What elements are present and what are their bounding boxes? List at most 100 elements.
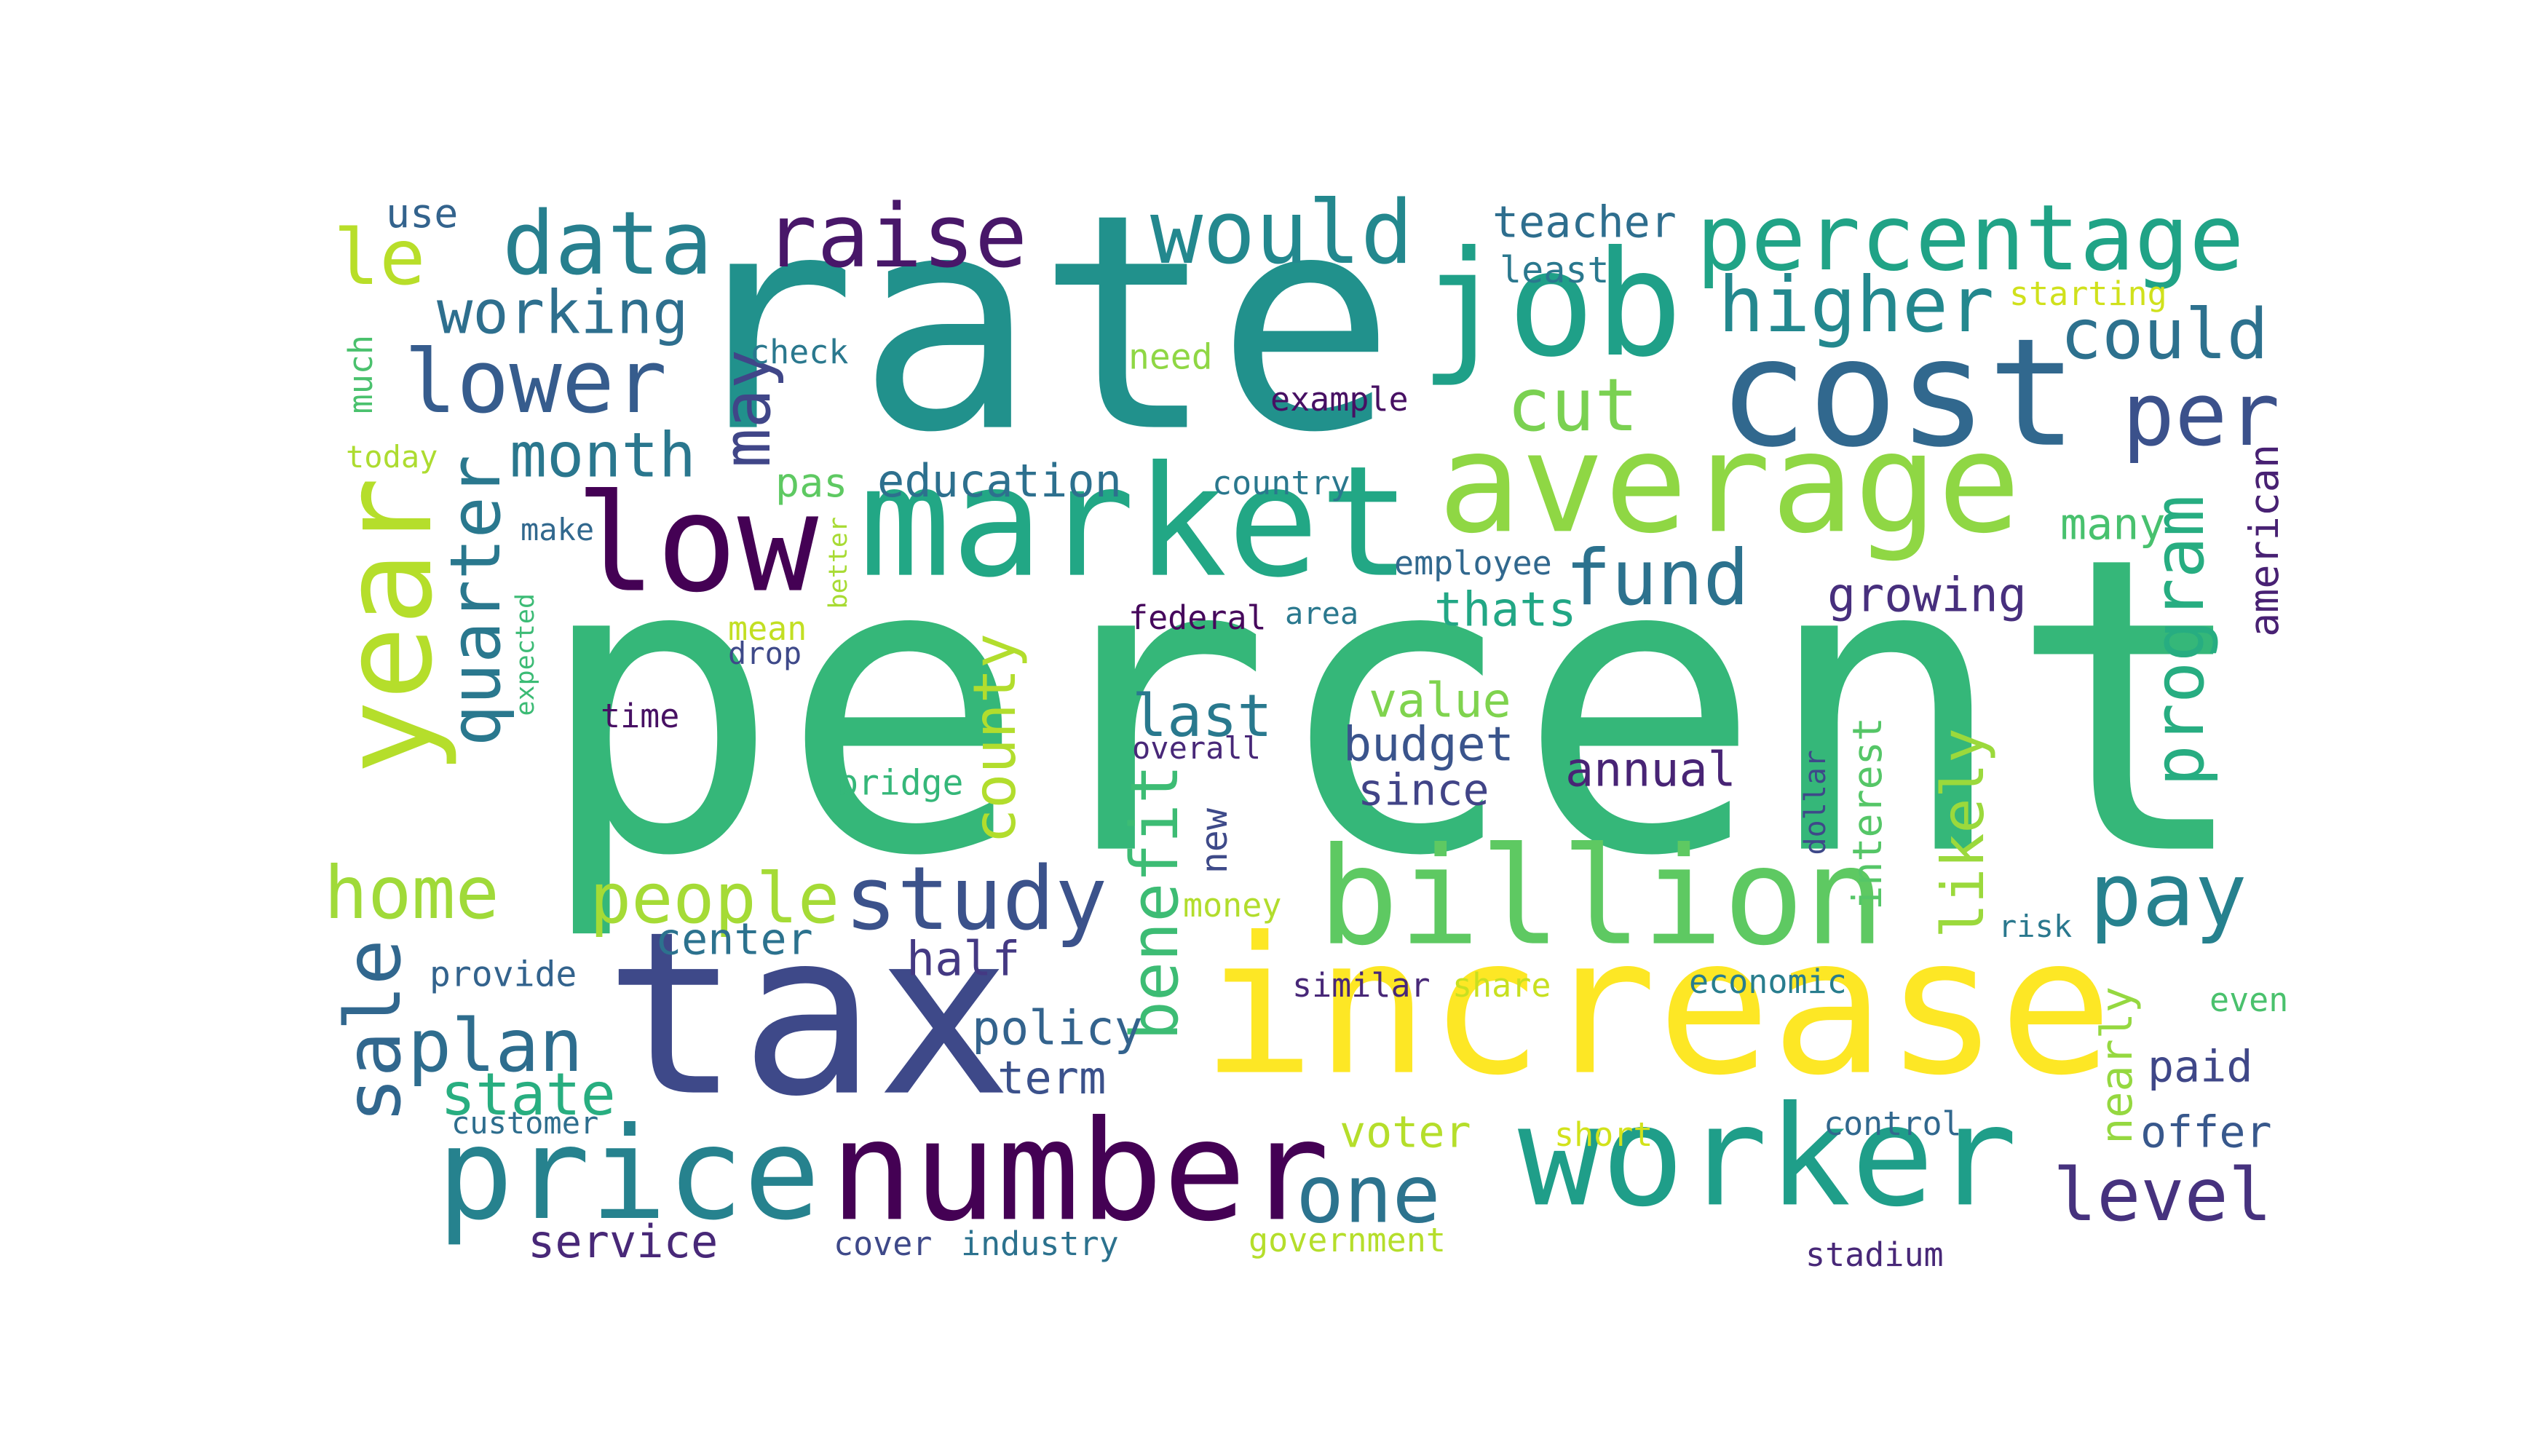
- word-last: last: [1132, 682, 1273, 750]
- word-since: since: [1358, 765, 1489, 816]
- word-use: use: [386, 190, 458, 237]
- word-interest: interest: [1844, 717, 1891, 910]
- word-voter: voter: [1340, 1107, 1471, 1158]
- word-offer: offer: [2140, 1107, 2272, 1158]
- word-home: home: [324, 850, 499, 935]
- word-benefit: benefit: [1117, 764, 1193, 1040]
- word-make: make: [521, 512, 594, 547]
- word-price: price: [437, 1101, 820, 1249]
- word-low: low: [575, 465, 819, 622]
- word-billion: billion: [1318, 818, 1886, 976]
- word-may: may: [709, 349, 786, 468]
- word-term: term: [997, 1051, 1106, 1104]
- word-mean: mean: [728, 609, 807, 648]
- word-increase: increase: [1201, 898, 2113, 1117]
- word-job: job: [1420, 220, 1682, 389]
- word-cover: cover: [834, 1224, 932, 1263]
- word-program: program: [2140, 495, 2220, 786]
- word-time: time: [601, 697, 679, 735]
- word-education: education: [877, 454, 1122, 507]
- word-american: american: [2241, 444, 2287, 637]
- word-short: short: [1554, 1115, 1653, 1154]
- word-state: state: [440, 1061, 616, 1128]
- word-federal: federal: [1128, 598, 1267, 637]
- word-level: level: [2053, 1152, 2272, 1238]
- word-center: center: [655, 914, 813, 965]
- word-cost: cost: [1718, 307, 2078, 480]
- word-provide: provide: [430, 954, 577, 994]
- word-fund: fund: [1565, 534, 1749, 622]
- word-employee: employee: [1394, 544, 1552, 582]
- word-likely: likely: [1929, 728, 1997, 938]
- word-starting: starting: [2009, 274, 2167, 313]
- word-example: example: [1270, 380, 1409, 419]
- word-similar: similar: [1292, 966, 1431, 1005]
- word-year: year: [316, 477, 460, 775]
- word-sale: sale: [329, 939, 418, 1123]
- word-people: people: [590, 859, 839, 939]
- word-overall: overall: [1132, 730, 1261, 766]
- word-country: country: [1212, 464, 1350, 502]
- word-county: county: [961, 633, 1029, 844]
- word-plan: plan: [408, 1003, 583, 1088]
- word-industry: industry: [961, 1224, 1119, 1263]
- word-even: even: [2209, 981, 2288, 1019]
- word-percentage: percentage: [1696, 186, 2244, 291]
- word-risk: risk: [1998, 909, 2072, 944]
- word-control: control: [1824, 1104, 1962, 1143]
- word-percent: percent: [535, 471, 2253, 946]
- word-quarter: quarter: [436, 455, 516, 746]
- word-worker: worker: [1518, 1076, 2017, 1237]
- word-budget: budget: [1343, 717, 1514, 772]
- word-much: much: [341, 335, 380, 414]
- word-service: service: [528, 1215, 718, 1268]
- word-number: number: [830, 1091, 1329, 1251]
- word-need: need: [1128, 336, 1213, 377]
- word-many: many: [2060, 499, 2166, 550]
- word-half: half: [906, 932, 1021, 986]
- word-area: area: [1285, 596, 1358, 631]
- word-economic: economic: [1689, 962, 1847, 1001]
- word-check: check: [750, 333, 848, 371]
- word-government: government: [1249, 1221, 1446, 1259]
- word-could: could: [2060, 295, 2268, 375]
- word-le: le: [333, 213, 425, 302]
- word-higher: higher: [1718, 261, 1994, 349]
- word-stadium: stadium: [1805, 1235, 1944, 1274]
- word-dollar: dollar: [1799, 750, 1832, 855]
- word-policy: policy: [972, 1001, 1143, 1056]
- word-lower: lower: [404, 332, 667, 433]
- word-annual: annual: [1565, 743, 1736, 797]
- word-rate: rate: [677, 150, 1396, 498]
- word-one: one: [1296, 1148, 1441, 1241]
- word-raise: raise: [764, 186, 1027, 288]
- word-pay: pay: [2089, 845, 2247, 946]
- word-money: money: [1183, 886, 1281, 925]
- word-bridge: bridge: [837, 762, 963, 803]
- word-paid: paid: [2148, 1042, 2253, 1093]
- word-teacher: teacher: [1492, 197, 1677, 248]
- word-study: study: [844, 849, 1107, 950]
- word-per: per: [2122, 365, 2280, 466]
- word-tax: tax: [604, 884, 1012, 1147]
- word-new: new: [1193, 807, 1235, 874]
- word-growing: growing: [1827, 568, 2027, 622]
- word-working: working: [437, 278, 689, 347]
- word-customer: customer: [451, 1105, 598, 1141]
- word-nearly: nearly: [2092, 986, 2143, 1144]
- word-would: would: [1150, 183, 1413, 284]
- word-drop: drop: [728, 636, 802, 671]
- word-month: month: [510, 420, 696, 492]
- word-expected: expected: [511, 593, 540, 716]
- word-least: least: [1500, 249, 1610, 291]
- word-average: average: [1438, 403, 2021, 563]
- word-better: better: [824, 517, 853, 609]
- word-thats: thats: [1434, 582, 1577, 637]
- word-today: today: [346, 439, 438, 475]
- word-pas: pas: [775, 459, 847, 506]
- word-value: value: [1369, 673, 1511, 728]
- word-share: share: [1452, 966, 1551, 1005]
- word-cut: cut: [1507, 363, 1639, 448]
- word-market: market: [859, 433, 1412, 612]
